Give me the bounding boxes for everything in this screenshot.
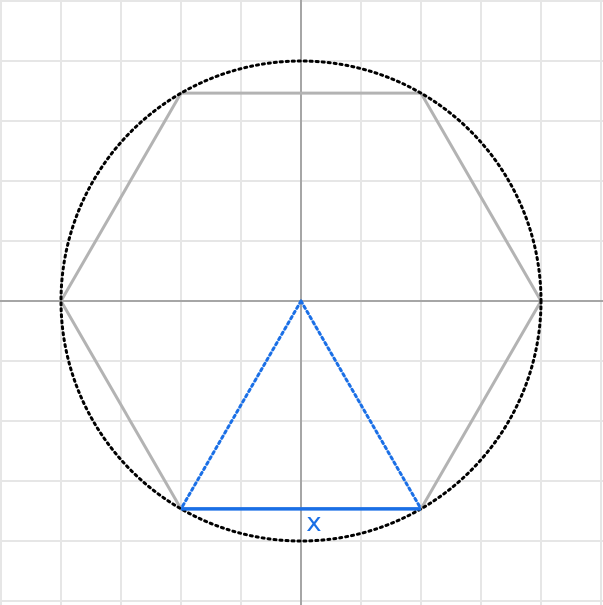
side-length-label: x xyxy=(306,508,321,538)
circumscribed-circle xyxy=(59,59,543,543)
triangle-right-side xyxy=(299,299,423,511)
triangle-left-side xyxy=(179,299,303,511)
